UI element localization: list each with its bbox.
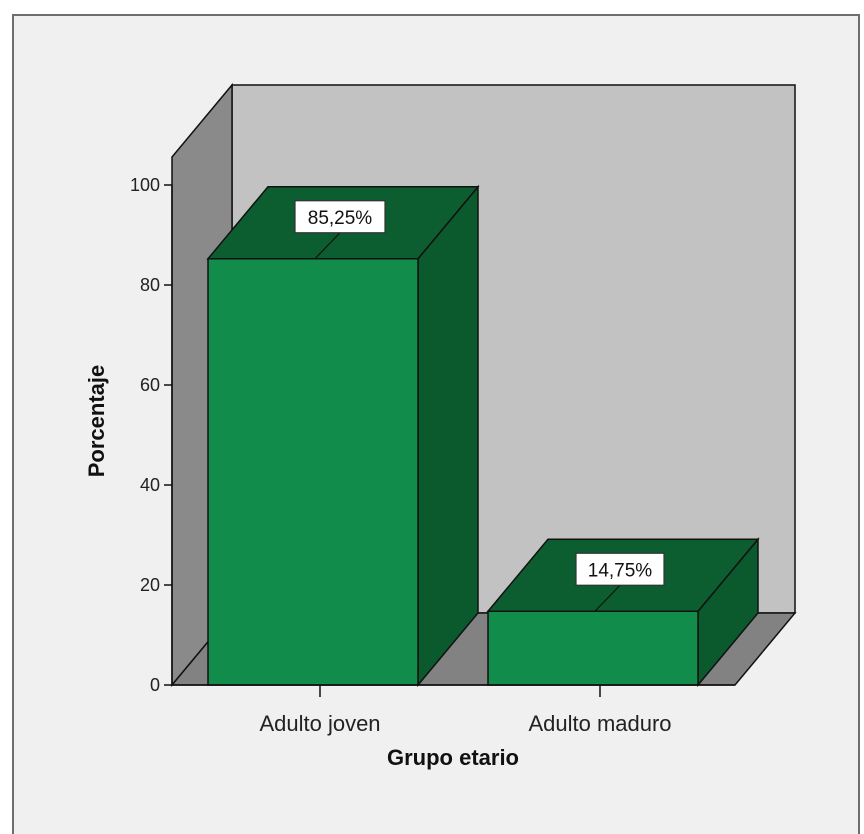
data-label: 85,25%	[308, 208, 373, 229]
x-axis-title: Grupo etario	[387, 745, 519, 770]
bar-front	[207, 258, 419, 686]
bar-front	[487, 610, 699, 686]
x-tick-label: Adulto maduro	[528, 711, 671, 736]
data-label-leader	[594, 584, 621, 612]
y-axis: 0 20 40 60 80 100	[130, 175, 173, 695]
x-tick-label: Adulto joven	[259, 711, 380, 736]
y-tick-label: 100	[130, 175, 160, 195]
data-label: 14,75%	[588, 560, 653, 581]
bar-side	[417, 184, 479, 688]
bar-1: 85,25%	[206, 184, 480, 688]
y-tick-label: 80	[140, 275, 160, 295]
x-axis: Adulto joven Adulto maduro	[172, 684, 735, 736]
data-label-box	[294, 200, 386, 234]
y-tick-label: 0	[150, 675, 160, 695]
y-axis-title: Porcentaje	[84, 365, 109, 478]
bar-2: 14,75%	[486, 537, 760, 688]
data-label-leader	[314, 232, 341, 260]
y-tick-label: 60	[140, 375, 160, 395]
data-label-box	[575, 552, 665, 586]
bars: 85,25% 14,75%	[206, 184, 760, 688]
y-tick-label: 40	[140, 475, 160, 495]
y-tick-label: 20	[140, 575, 160, 595]
